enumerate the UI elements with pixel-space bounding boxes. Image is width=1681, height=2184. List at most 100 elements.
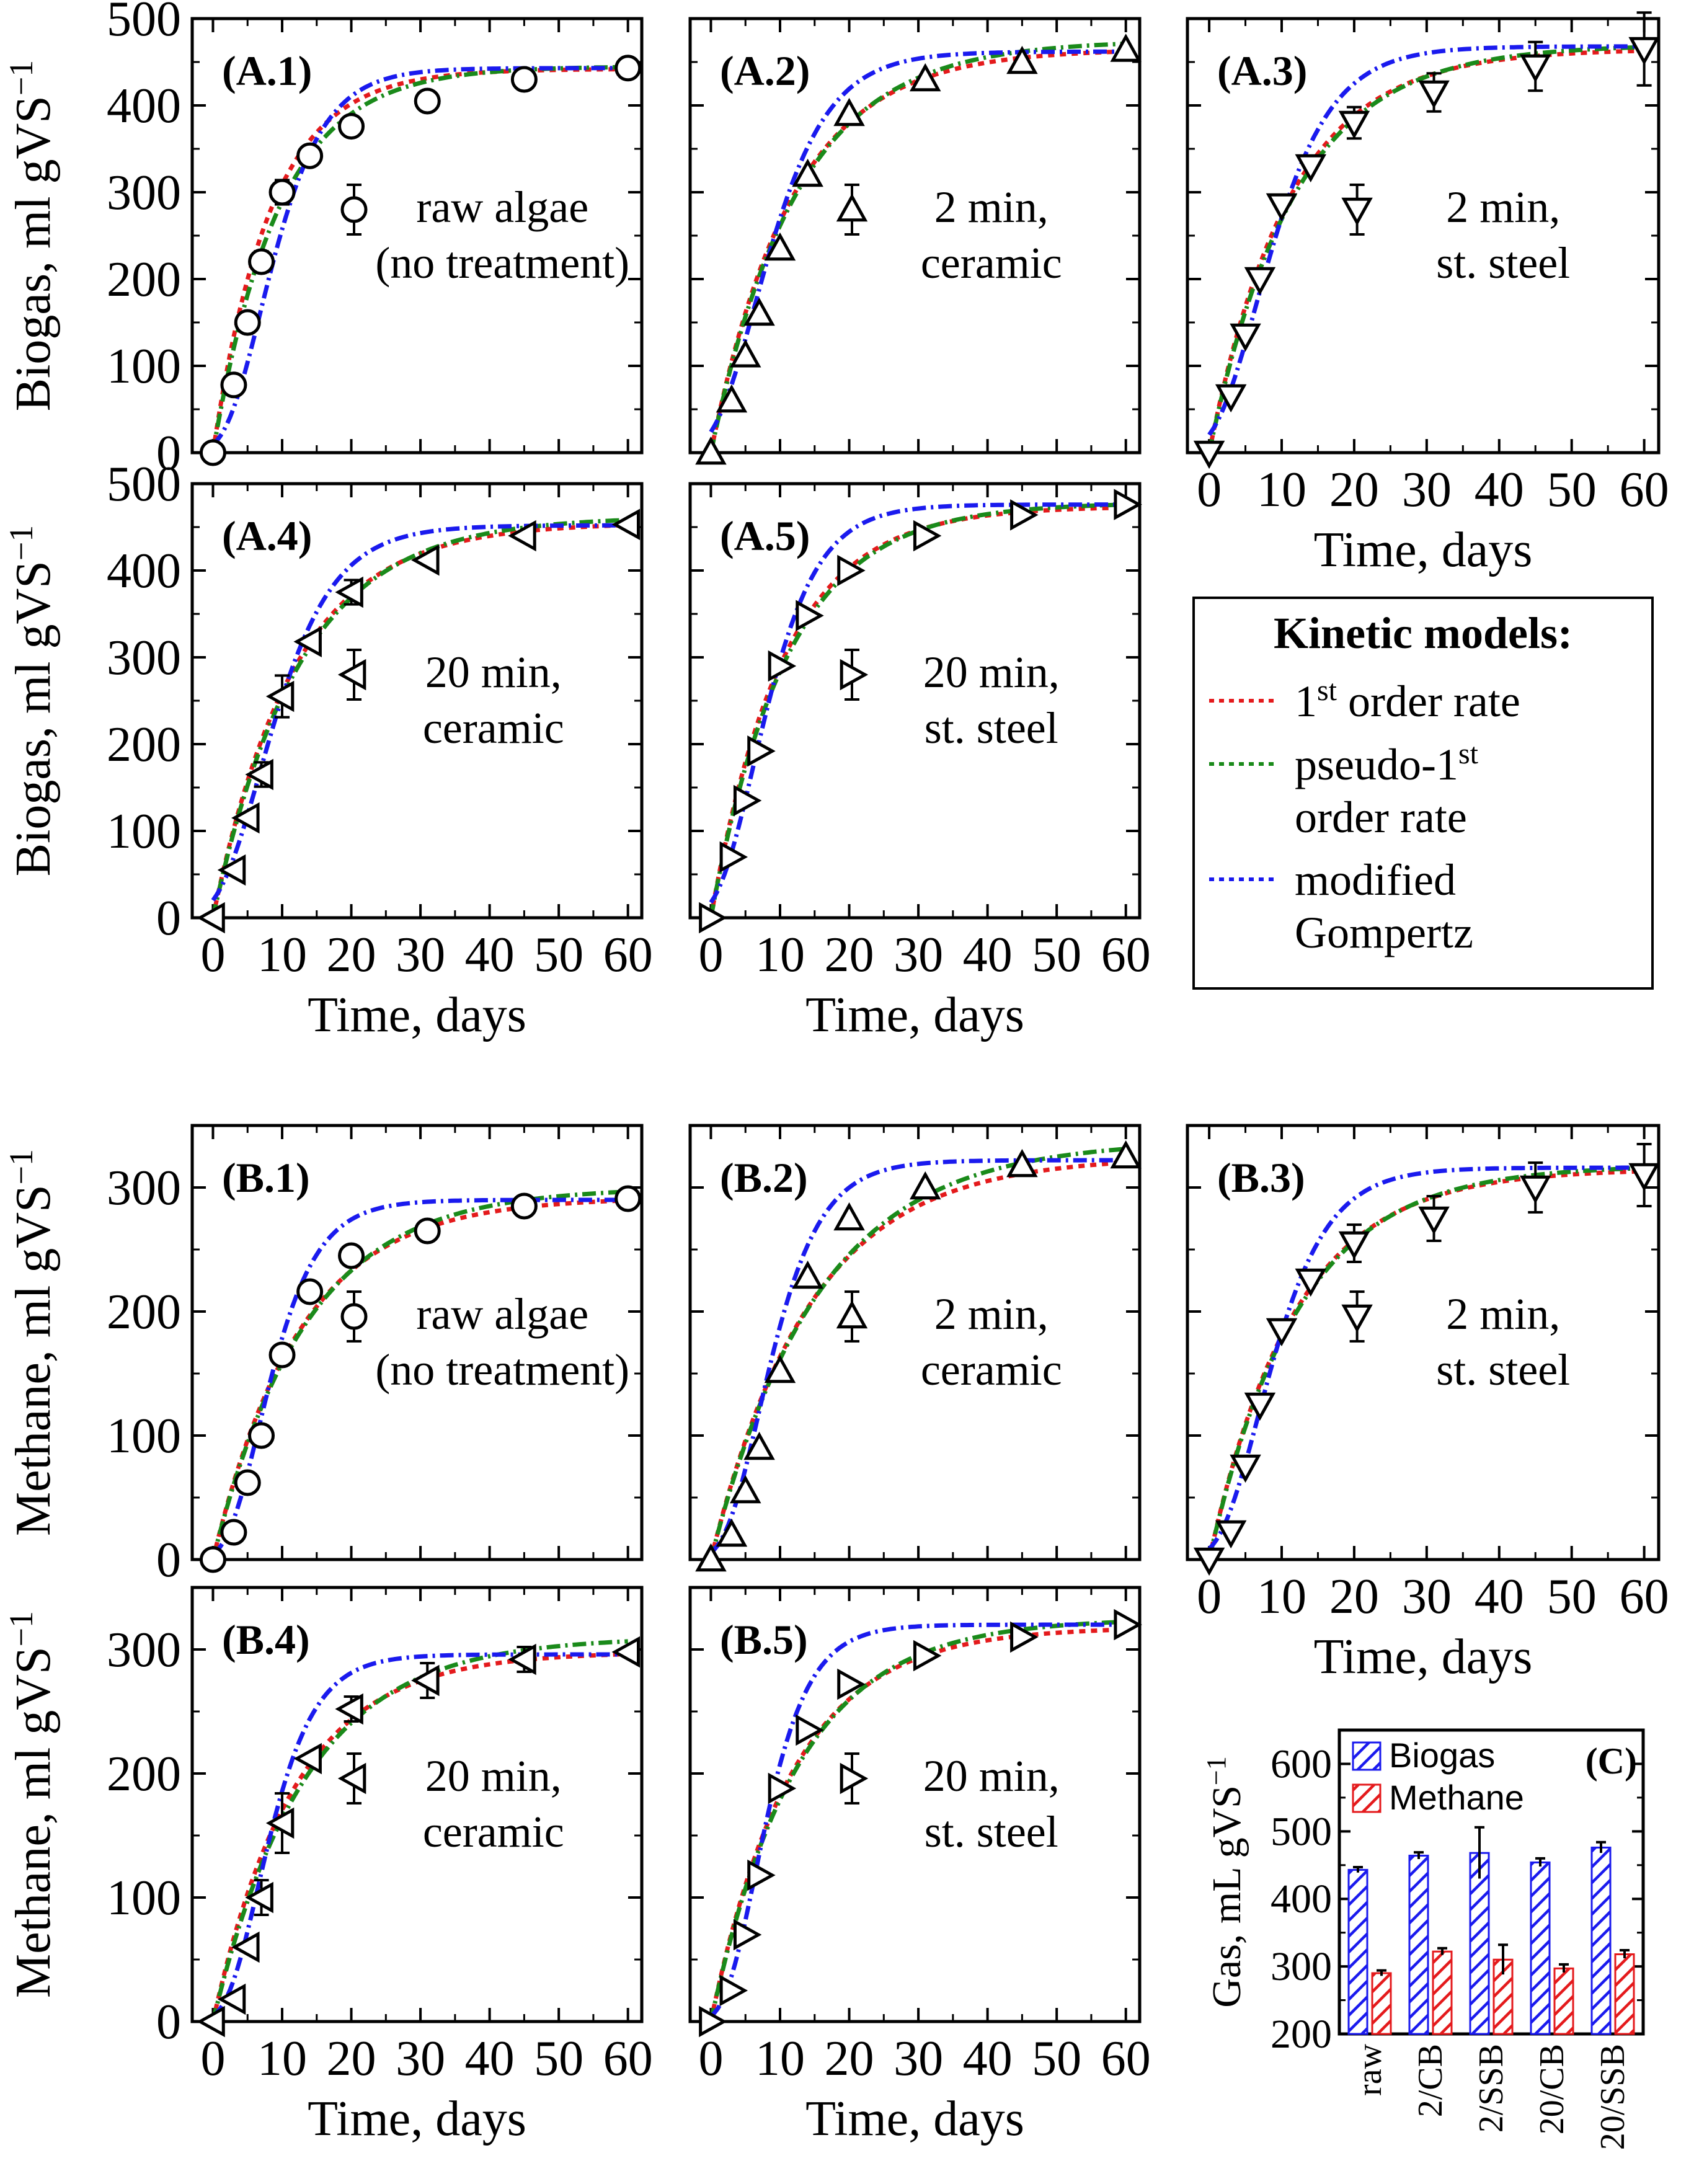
x-axis-label: Time, days: [805, 988, 1024, 1042]
condition-line-1: 20 min,: [923, 1751, 1060, 1801]
panel-a-5: 0 10 20 30 40 50 60 Time, days (A.5) 20 min, st. s…: [688, 482, 1151, 1042]
bar-biogas: [1469, 1852, 1490, 2035]
condition-line-1: 20 min,: [425, 1751, 562, 1801]
data-point: [1006, 45, 1038, 74]
legend-gompertz-label-2: Gompertz: [1295, 908, 1473, 957]
data-point: [733, 784, 762, 817]
data-point: [1010, 499, 1039, 531]
data-point: [265, 680, 295, 712]
x-axis-label: Time, days: [308, 2092, 526, 2146]
data-point: [747, 735, 776, 767]
x-tick-label: 20: [327, 2031, 376, 2086]
condition-line-1: 20 min,: [923, 647, 1060, 697]
bar-biogas: [1408, 1855, 1429, 2035]
data-point: [1215, 1520, 1247, 1549]
x-tick-label: 10: [257, 928, 307, 982]
bar-y-tick-label: 400: [1271, 1876, 1332, 1922]
bar-y-tick-label: 600: [1271, 1741, 1332, 1787]
y-tick-label: 200: [107, 717, 181, 772]
data-point: [217, 854, 246, 886]
curve-gompertz: [211, 1652, 628, 2018]
y-axis-label: Methane, ml gVS−1: [2, 1149, 61, 1536]
bar-panel-tag: (C): [1586, 1741, 1637, 1782]
bar-category-label: 20/SSB: [1594, 2044, 1632, 2150]
condition-line-1: 20 min,: [425, 647, 562, 697]
condition-line-1: 2 min,: [1446, 1289, 1560, 1339]
data-point: [220, 1519, 247, 1546]
panel-tag: (A.5): [720, 512, 810, 559]
panel-a-3: 0 10 20 30 40 50 60 Time, days (A.3) 2 min, st. st…: [1186, 11, 1669, 577]
data-point: [510, 1192, 538, 1220]
data-point: [199, 1546, 226, 1573]
bar-category-label: 20/CB: [1533, 2044, 1571, 2134]
condition-line-2: st. steel: [1436, 1345, 1570, 1395]
data-point: [913, 1640, 942, 1672]
data-point: [716, 384, 748, 413]
x-tick-label: 20: [825, 928, 874, 982]
x-tick-label: 50: [1547, 463, 1597, 517]
x-tick-label: 0: [1197, 463, 1222, 517]
data-point: [411, 544, 440, 576]
data-point: [1338, 110, 1370, 140]
x-tick-label: 50: [1032, 2031, 1081, 2086]
legend-gompertz-label-1: modified: [1295, 855, 1456, 905]
x-tick-label: 30: [396, 928, 445, 982]
data-point: [768, 1772, 797, 1804]
data-point: [792, 158, 823, 187]
x-tick-label: 50: [1032, 928, 1081, 982]
y-tick-label: 0: [156, 1995, 181, 2049]
data-point: [338, 1242, 365, 1269]
curve-gompertz: [709, 49, 1126, 433]
x-tick-label: 20: [1329, 463, 1379, 517]
curve-gompertz: [211, 66, 628, 446]
data-point: [199, 439, 226, 466]
panel-tag: (A.2): [720, 47, 810, 94]
plot-frame: [190, 1586, 644, 2023]
data-point: [1215, 384, 1247, 413]
panel-a-4: 0 100 200 300 400 500 Biogas, ml gVS−1 0 10 20 30 4…: [2, 457, 653, 1042]
data-point: [1418, 80, 1450, 109]
data-point: [1114, 1609, 1142, 1641]
data-point: [792, 1260, 823, 1289]
kinetic-models-legend: Kinetic models: 1st order rate pseudo-1s…: [1192, 597, 1654, 990]
data-point: [296, 142, 324, 169]
curve-gompertz: [1207, 1165, 1644, 1551]
y-tick-label: 400: [107, 544, 181, 598]
bar-error-bar: [1377, 1969, 1386, 1976]
curve-first-order: [709, 505, 1126, 918]
data-point: [1010, 1621, 1039, 1653]
data-point: [234, 309, 261, 336]
data-point: [248, 248, 275, 275]
data-point: [268, 179, 296, 206]
y-tick-label: 0: [156, 891, 181, 946]
data-point: [909, 63, 941, 92]
data-point: [197, 902, 225, 934]
x-tick-label: 20: [327, 928, 376, 982]
plot-frame: [688, 1124, 1142, 1561]
data-point: [1244, 267, 1276, 296]
bar-biogas: [1590, 1846, 1612, 2035]
data-point: [699, 2005, 727, 2038]
y-tick-label: 500: [107, 0, 181, 47]
data-point: [833, 1202, 865, 1231]
legend-sample-marker: [337, 1762, 366, 1795]
curve-pseudo-first-order: [709, 1619, 1126, 2022]
data-point: [614, 1185, 642, 1212]
curve-pseudo-first-order: [1207, 1166, 1644, 1560]
data-point: [1193, 440, 1225, 469]
condition-line-2: (no treatment): [375, 238, 629, 288]
y-tick-label: 300: [107, 631, 181, 685]
bar-legend-label-methane: Methane: [1389, 1778, 1524, 1817]
x-tick-label: 50: [1547, 1569, 1597, 1624]
x-tick-label: 30: [1402, 1569, 1452, 1624]
legend-title: Kinetic models:: [1274, 608, 1572, 658]
bar-error-bar: [1596, 1840, 1606, 1853]
panel-tag: (B.5): [720, 1616, 808, 1663]
x-tick-label: 50: [534, 928, 583, 982]
data-point: [833, 97, 865, 127]
bar-error-bar: [1353, 1866, 1363, 1873]
x-tick-label: 0: [200, 928, 225, 982]
legend-sample-marker: [836, 1300, 868, 1329]
bar-y-tick-label: 200: [1271, 2012, 1332, 2057]
